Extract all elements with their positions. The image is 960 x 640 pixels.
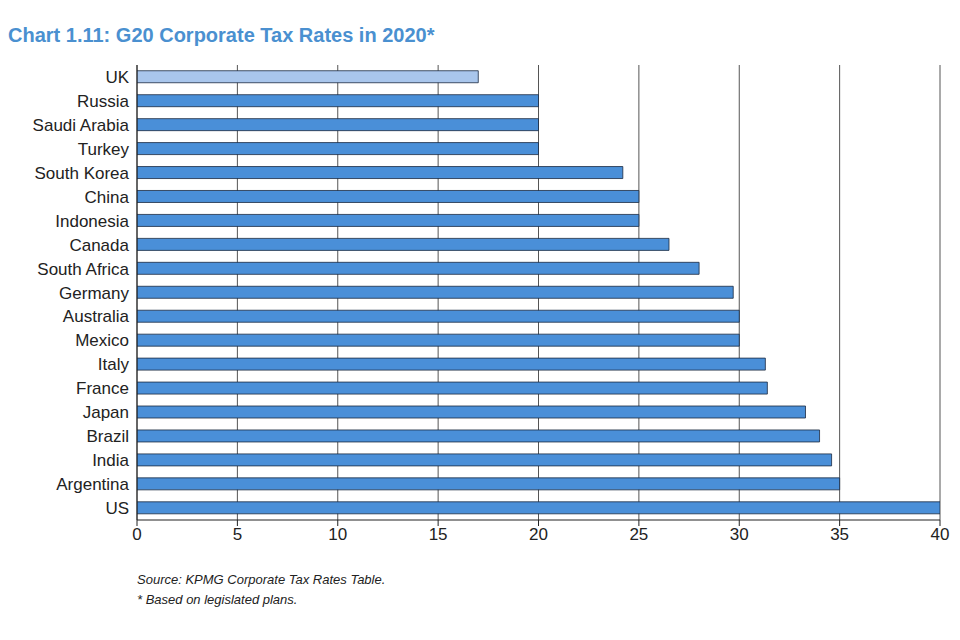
svg-text:40: 40 — [931, 525, 950, 544]
svg-text:Turkey: Turkey — [78, 140, 130, 159]
svg-text:South Korea: South Korea — [34, 164, 129, 183]
svg-text:25: 25 — [629, 525, 648, 544]
svg-text:35: 35 — [830, 525, 849, 544]
svg-text:Germany: Germany — [59, 284, 129, 303]
svg-text:Russia: Russia — [77, 92, 130, 111]
svg-text:5: 5 — [233, 525, 242, 544]
svg-text:Japan: Japan — [83, 403, 129, 422]
svg-text:Brazil: Brazil — [86, 427, 129, 446]
svg-text:Italy: Italy — [98, 355, 130, 374]
html-text:* Based on legislated plans.: * Based on legislated plans. — [137, 592, 298, 607]
svg-text:France: France — [76, 379, 129, 398]
svg-text:Canada: Canada — [69, 236, 129, 255]
svg-text:10: 10 — [328, 525, 347, 544]
svg-text:20: 20 — [529, 525, 548, 544]
svg-text:15: 15 — [429, 525, 448, 544]
svg-text:Indonesia: Indonesia — [55, 212, 129, 231]
svg-text:Argentina: Argentina — [56, 475, 129, 494]
svg-text:China: China — [85, 188, 130, 207]
svg-text:Australia: Australia — [63, 307, 130, 326]
svg-text:US: US — [105, 499, 129, 518]
svg-text:India: India — [92, 451, 129, 470]
svg-text:Mexico: Mexico — [75, 331, 129, 350]
svg-text:0: 0 — [132, 525, 141, 544]
svg-text:UK: UK — [105, 68, 129, 87]
html-text:Source: KPMG Corporate Tax Rat: Source: KPMG Corporate Tax Rates Table. — [137, 572, 386, 587]
svg-text:South Africa: South Africa — [37, 260, 129, 279]
html-text:Chart 1.11: G20 Corporate Tax: Chart 1.11: G20 Corporate Tax Rates in 2… — [8, 24, 435, 46]
svg-text:Saudi Arabia: Saudi Arabia — [33, 116, 130, 135]
svg-text:30: 30 — [730, 525, 749, 544]
